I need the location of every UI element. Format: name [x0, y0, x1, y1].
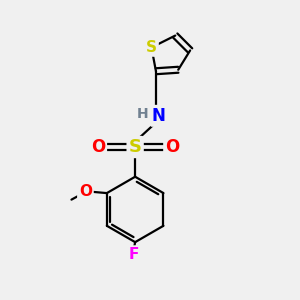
Text: F: F — [128, 247, 139, 262]
Text: O: O — [165, 138, 179, 156]
Text: S: S — [146, 40, 157, 55]
Text: O: O — [79, 184, 92, 199]
Text: N: N — [152, 107, 166, 125]
Text: S: S — [129, 138, 142, 156]
Text: H: H — [137, 107, 148, 121]
Text: O: O — [91, 138, 105, 156]
